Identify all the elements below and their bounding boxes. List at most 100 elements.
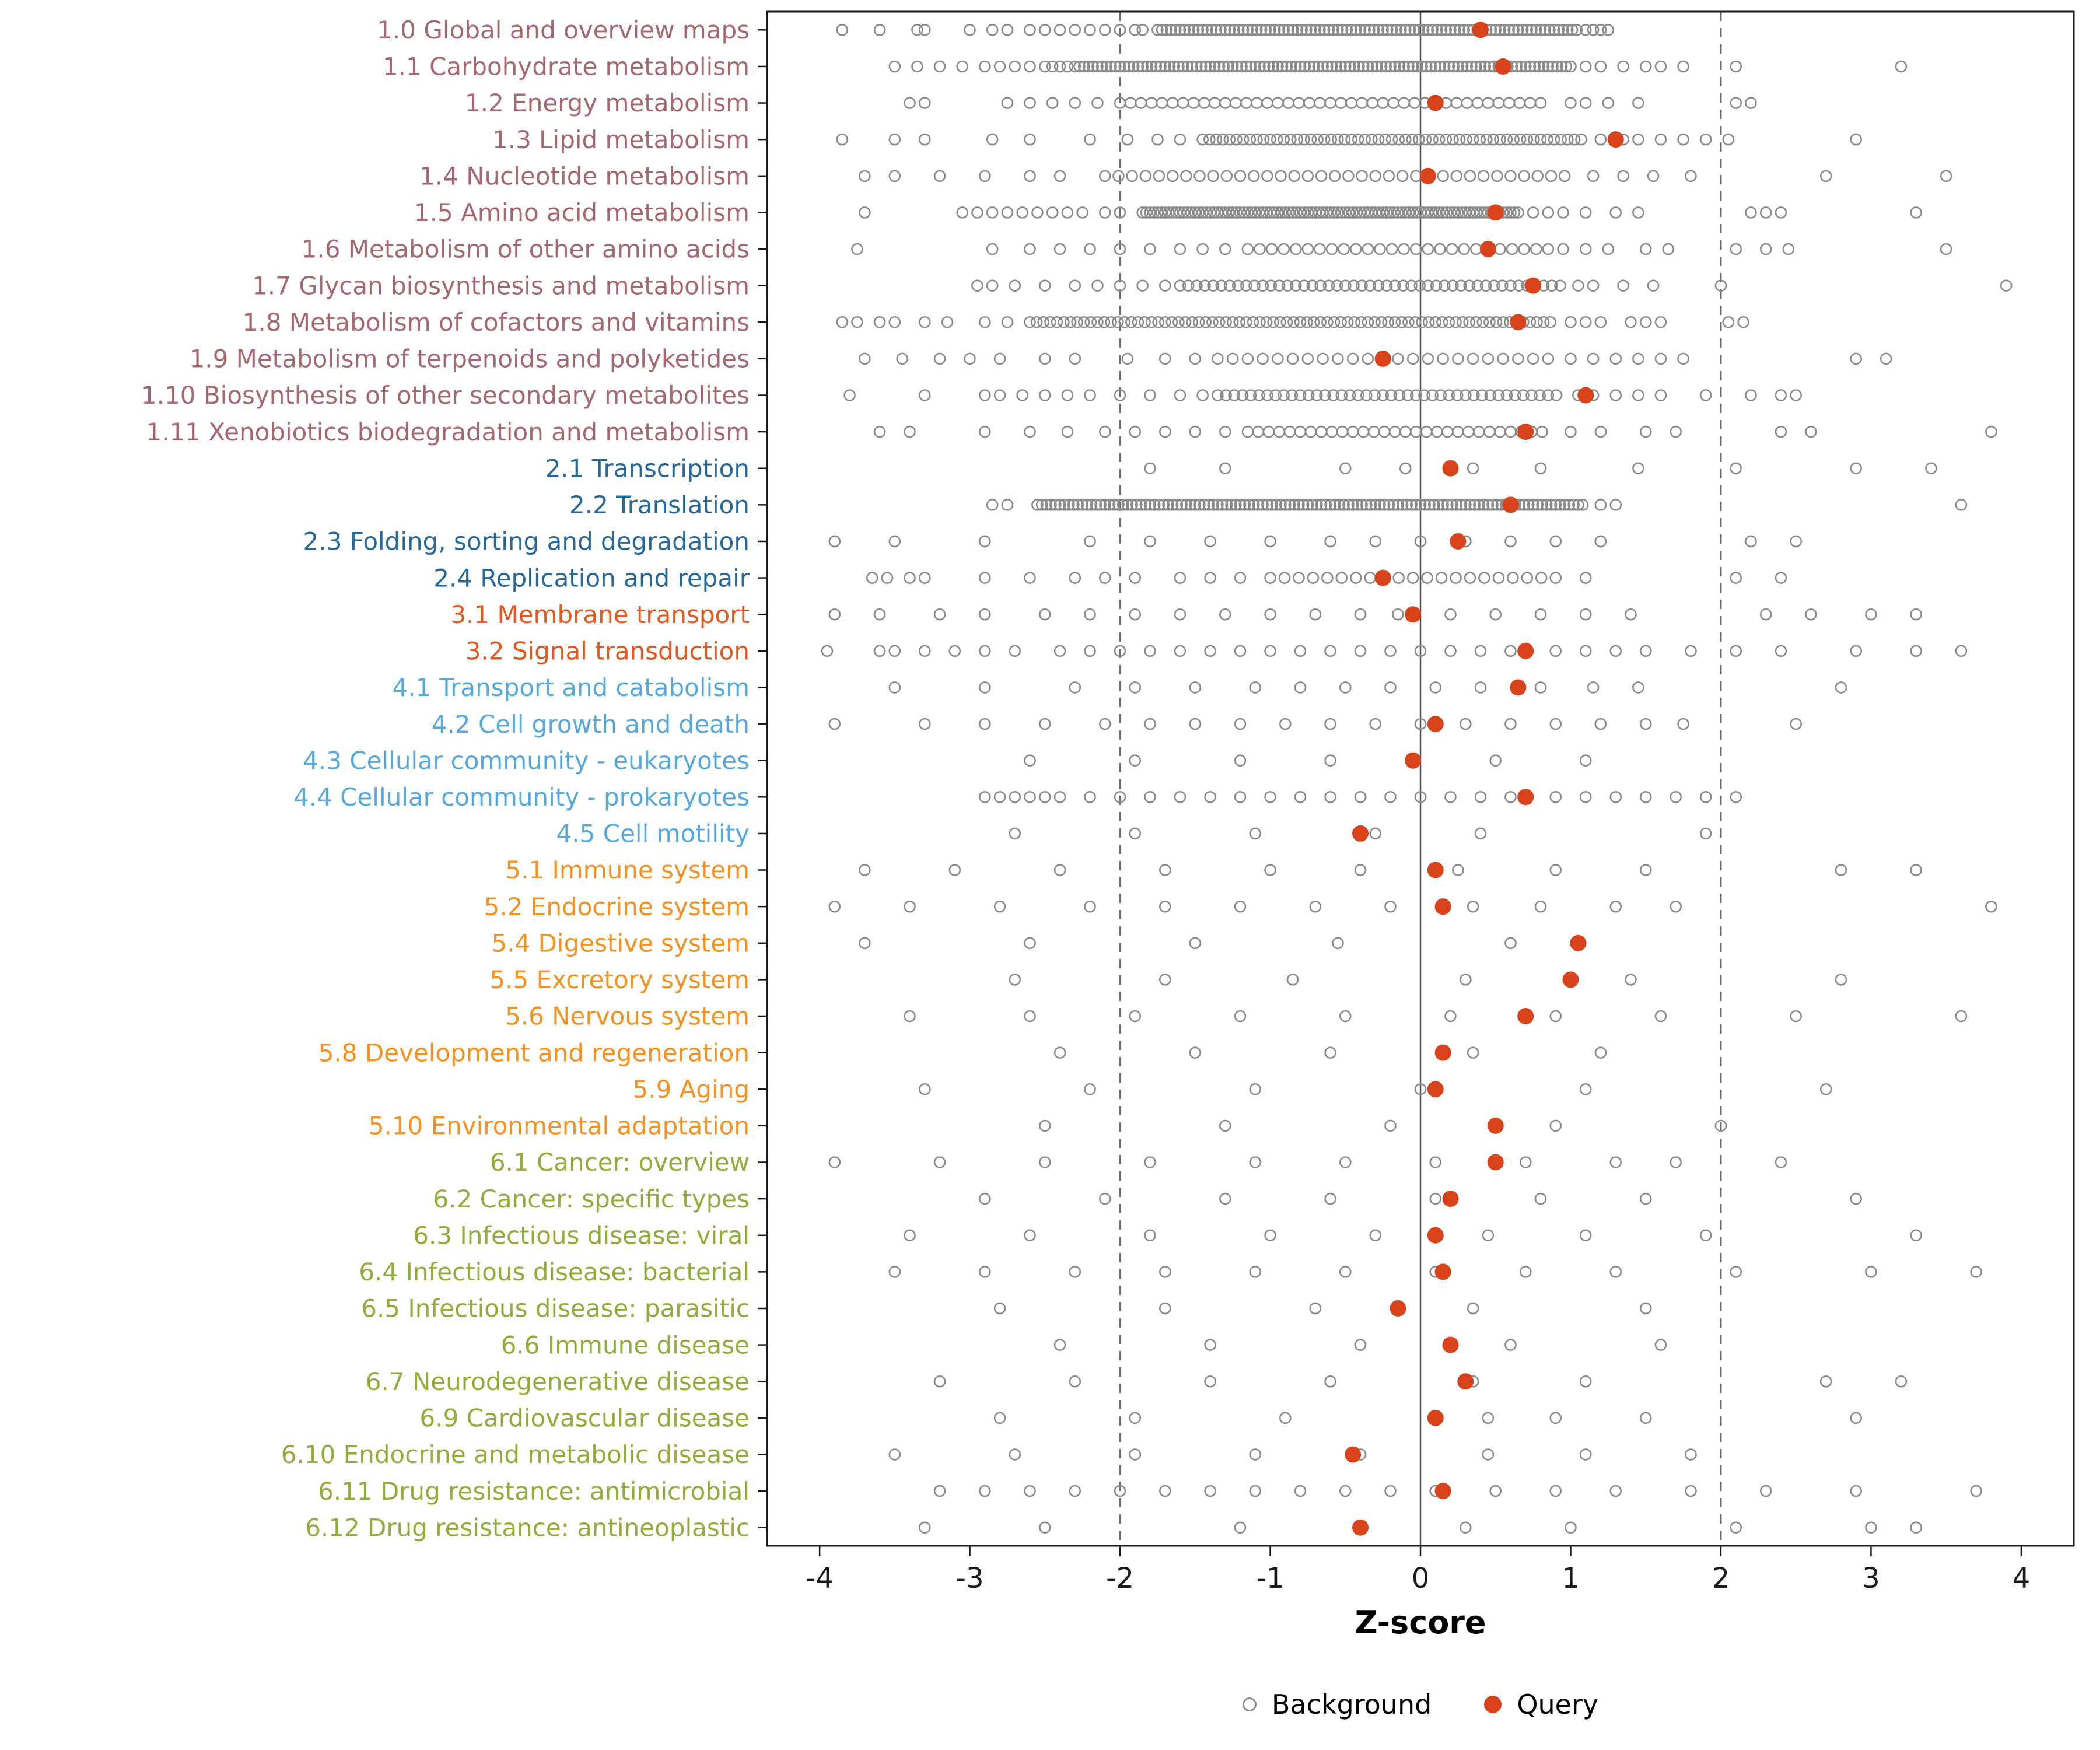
background-point [1077, 316, 1090, 328]
background-point [1393, 60, 1406, 73]
background-point [1054, 864, 1066, 876]
background-point [1155, 206, 1168, 219]
background-point [933, 1375, 946, 1388]
background-point [1406, 133, 1419, 146]
background-point [1166, 316, 1178, 328]
background-point [1471, 97, 1484, 109]
background-point [1677, 718, 1689, 730]
background-point [1158, 316, 1171, 328]
background-point [1458, 24, 1470, 36]
background-point [919, 1521, 931, 1534]
background-point [1304, 425, 1317, 438]
background-point [1139, 170, 1152, 183]
background-point [1422, 316, 1435, 328]
background-point [1358, 206, 1370, 219]
background-point [1602, 243, 1615, 256]
background-point [1431, 24, 1443, 36]
query-point [1517, 789, 1534, 806]
background-point [1563, 499, 1576, 511]
background-point [1409, 316, 1422, 328]
background-point [1024, 1229, 1036, 1242]
query-point [1352, 825, 1369, 842]
background-point [1395, 316, 1408, 328]
background-point [1940, 170, 1952, 183]
x-tick-label: -2 [1106, 1562, 1134, 1595]
background-point [1247, 499, 1260, 511]
background-point [1572, 499, 1584, 511]
background-point [1474, 206, 1487, 219]
background-point [1579, 24, 1592, 36]
background-point [1476, 316, 1489, 328]
background-point [1579, 1448, 1592, 1461]
background-point [1970, 1485, 1982, 1497]
background-point [1371, 60, 1383, 73]
background-point [1314, 243, 1326, 256]
background-point [1373, 206, 1385, 219]
category-label: 5.4 Digestive system [491, 929, 750, 957]
background-point [1496, 279, 1508, 292]
background-point [1340, 24, 1353, 36]
background-point [1450, 499, 1463, 511]
background-point [1426, 206, 1438, 219]
background-point [1273, 279, 1286, 292]
background-point [979, 645, 991, 657]
background-point [1272, 352, 1284, 365]
background-point [1054, 1046, 1066, 1059]
query-point [1390, 1300, 1406, 1317]
background-point [1388, 206, 1401, 219]
background-point [1163, 60, 1176, 73]
background-point [1341, 316, 1354, 328]
background-point [1207, 499, 1219, 511]
background-point [1362, 352, 1374, 365]
background-point [1298, 60, 1311, 73]
background-point [1114, 791, 1126, 803]
background-point [1206, 316, 1219, 328]
category-label: 1.7 Glycan biosynthesis and metabolism [252, 271, 750, 300]
background-point [1333, 499, 1346, 511]
background-point [1241, 352, 1254, 365]
open-circle-icon [1242, 1698, 1256, 1712]
background-point [1207, 170, 1219, 183]
background-point [1046, 206, 1059, 219]
background-point [979, 1485, 991, 1497]
background-point [1238, 206, 1250, 219]
background-point [1306, 499, 1318, 511]
background-point [1258, 60, 1270, 73]
background-point [1249, 1266, 1262, 1278]
background-point [1264, 864, 1276, 876]
background-point [1409, 170, 1422, 183]
background-point [1001, 499, 1014, 511]
background-point [1685, 1485, 1697, 1497]
background-point [1528, 133, 1540, 146]
background-point [1353, 60, 1365, 73]
background-point [1252, 425, 1265, 438]
background-point [1401, 499, 1413, 511]
background-point [1850, 1192, 1862, 1205]
background-point [1283, 206, 1296, 219]
background-point [1071, 316, 1083, 328]
background-point [1245, 206, 1258, 219]
background-point [1228, 389, 1241, 401]
background-point [1476, 389, 1488, 401]
background-point [1367, 425, 1380, 438]
background-point [979, 535, 991, 548]
query-point [1427, 862, 1444, 878]
background-point [1039, 1119, 1051, 1132]
background-point [1494, 24, 1506, 36]
background-point [1392, 352, 1404, 365]
background-point [1099, 425, 1111, 438]
background-point [949, 864, 961, 876]
background-point [1264, 572, 1276, 584]
x-tick-label: -1 [1256, 1562, 1284, 1595]
query-point [1517, 424, 1534, 440]
background-point [1422, 206, 1434, 219]
background-point [1444, 1010, 1457, 1023]
background-point [888, 645, 901, 657]
background-point [1234, 1521, 1247, 1534]
background-point [1545, 499, 1558, 511]
background-point [1135, 97, 1147, 109]
background-point [1112, 499, 1125, 511]
category-label: 2.3 Folding, sorting and degradation [303, 527, 750, 556]
background-point [1234, 1010, 1247, 1023]
background-point [1549, 791, 1562, 803]
